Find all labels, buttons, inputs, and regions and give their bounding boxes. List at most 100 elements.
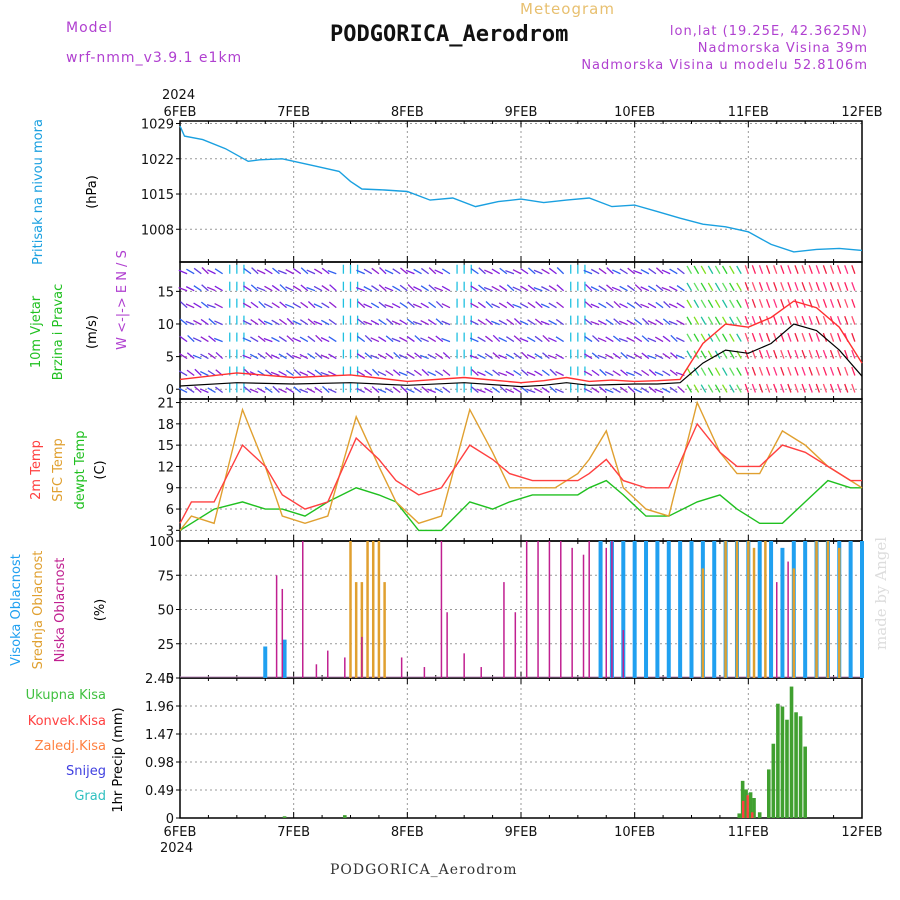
high-cloud-axis-title: Visoka Oblacnost [9,554,24,666]
elevation-label: Nadmorska Visina 39m [697,41,868,56]
wind-barb [765,265,771,274]
precip-bar [343,815,347,818]
wind-barb [751,366,757,376]
y-tick-label: 1008 [141,223,174,238]
wind-barb [787,366,792,376]
wind-barb [729,265,735,275]
wind-barb [662,318,671,326]
y-tick-label: 5 [166,351,174,366]
wind-barb [484,352,493,360]
wind-barb [279,284,288,292]
precip-bar [766,769,771,818]
wind-barb [815,383,820,393]
wind-barb [485,301,494,309]
wind-barb [669,369,678,377]
panel-frame [179,677,863,819]
wind-barb [794,315,799,325]
wind-barb [844,265,849,274]
wind-barb [484,370,493,377]
wind-barb [264,285,273,292]
y-tick-label: 0.98 [145,756,174,771]
wind-barb [213,337,223,343]
wind-barb [714,265,721,275]
cloud-unit-label: (%) [93,599,108,622]
wind-barb [400,385,408,393]
wind-barb [744,332,749,342]
wind-barb [498,302,508,309]
wind-barb [399,302,408,309]
wind-barb [668,303,678,309]
wind-barb [669,285,678,292]
wind-barb [780,315,785,325]
wind-barb [200,318,209,326]
wind-barb [192,337,202,343]
wind-barb [179,353,188,360]
precip-bar [746,795,749,818]
wind-barb [328,318,337,326]
y-tick-label: 50 [157,604,174,619]
x-tick-label-top: 10FEB [614,105,655,120]
cloud-bar [611,541,613,678]
wind-barb [271,319,280,326]
wind-barb [591,387,600,394]
wind-barb [292,285,302,292]
cloud-bar [282,639,287,678]
wind-barb [670,334,678,343]
wind-barb [641,352,650,360]
wind-barb [606,284,614,292]
wind-barb [801,366,806,376]
wind-barb [829,332,835,342]
x-tick-label-top: 8FEB [391,105,424,120]
wind-barb [836,366,842,376]
wind-barb [693,384,700,393]
wind-barb [370,319,380,326]
wind-barb [612,269,621,275]
wind-barb [556,267,565,275]
wind-barb [363,320,373,326]
wind-barb [186,352,195,360]
wind-barb [829,349,835,359]
wind-barb [313,320,323,326]
wind-barb [285,369,295,377]
wind-barb [548,267,557,275]
wind-barb [527,267,536,275]
cloud-bar [281,588,284,678]
wind-barb [200,353,209,360]
wind-barb [505,353,515,360]
wind-barb [548,285,557,292]
wind-barb [512,303,522,309]
wind-barb [773,298,778,308]
wind-barb [808,383,813,393]
wind-barb [648,386,657,393]
wind-barb [506,301,515,309]
wind-barb [773,332,778,342]
wind-barb [442,369,451,377]
wind-barb [597,319,607,326]
year-label-bottom: 2024 [160,841,193,856]
wind-barb [618,337,628,343]
cloud-bar [655,541,660,678]
wind-barb [441,285,451,292]
wind-barb [400,267,408,275]
wind-barb [801,282,806,291]
wind-barb [634,301,643,309]
wind-barb [661,286,671,292]
x-tick-label-bottom: 10FEB [614,825,655,840]
wind-barb [626,319,635,326]
wind-barb [744,349,749,359]
wind-barb [822,282,828,291]
wind-barb [836,349,842,359]
wind-barb [414,335,422,343]
wind-barb [328,336,337,343]
wind-barb [640,303,650,309]
wind-barb [707,367,714,376]
wind-barb [773,383,778,393]
wind-barb [626,336,635,343]
y-tick-label: 3 [166,524,174,539]
x-tick-label-bottom: 6FEB [164,825,197,840]
wind-barb [179,301,188,309]
wind-barb [214,320,223,326]
wind-barb [584,318,593,326]
wind-barb [612,352,621,360]
wind-barb [441,320,451,326]
